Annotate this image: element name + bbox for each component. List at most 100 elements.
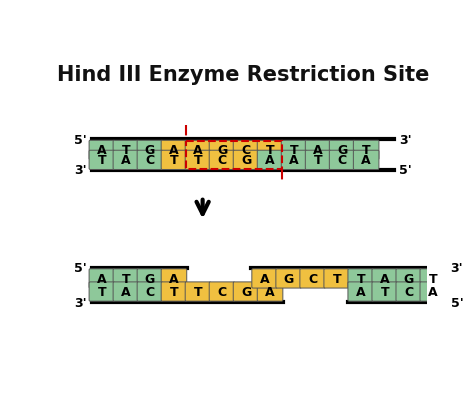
Text: T: T	[381, 285, 389, 298]
FancyBboxPatch shape	[185, 151, 211, 170]
FancyBboxPatch shape	[348, 269, 374, 288]
FancyBboxPatch shape	[396, 269, 421, 288]
Text: T: T	[98, 154, 106, 167]
Text: T: T	[266, 144, 274, 157]
FancyBboxPatch shape	[161, 151, 187, 170]
FancyBboxPatch shape	[329, 141, 355, 160]
Text: G: G	[217, 144, 227, 157]
Text: A: A	[260, 272, 269, 285]
Text: A: A	[97, 144, 107, 157]
FancyBboxPatch shape	[305, 141, 331, 160]
FancyBboxPatch shape	[89, 269, 115, 288]
FancyBboxPatch shape	[300, 269, 326, 288]
FancyBboxPatch shape	[185, 141, 211, 160]
FancyBboxPatch shape	[396, 282, 421, 301]
Text: G: G	[241, 285, 251, 298]
FancyBboxPatch shape	[113, 151, 139, 170]
FancyBboxPatch shape	[161, 282, 187, 301]
FancyBboxPatch shape	[281, 141, 307, 160]
Text: C: C	[218, 285, 227, 298]
FancyBboxPatch shape	[89, 282, 115, 301]
Text: G: G	[145, 272, 155, 285]
FancyBboxPatch shape	[209, 141, 235, 160]
FancyBboxPatch shape	[137, 269, 163, 288]
Text: 5': 5'	[399, 164, 411, 177]
Text: G: G	[145, 144, 155, 157]
FancyBboxPatch shape	[305, 151, 331, 170]
FancyBboxPatch shape	[372, 269, 398, 288]
Text: T: T	[98, 285, 106, 298]
Text: A: A	[265, 154, 275, 167]
Text: T: T	[332, 272, 341, 285]
Text: T: T	[122, 272, 130, 285]
FancyBboxPatch shape	[353, 141, 379, 160]
Text: A: A	[265, 285, 275, 298]
Text: A: A	[428, 285, 438, 298]
Text: 3': 3'	[74, 164, 87, 177]
Text: 5': 5'	[451, 296, 464, 309]
Text: C: C	[146, 154, 155, 167]
FancyBboxPatch shape	[113, 282, 139, 301]
Text: 3': 3'	[74, 296, 87, 309]
Text: T: T	[122, 144, 130, 157]
Text: A: A	[356, 285, 365, 298]
FancyBboxPatch shape	[257, 151, 283, 170]
Text: A: A	[361, 154, 371, 167]
Text: T: T	[170, 154, 178, 167]
FancyBboxPatch shape	[420, 282, 446, 301]
Text: G: G	[241, 154, 251, 167]
Text: A: A	[313, 144, 323, 157]
FancyBboxPatch shape	[276, 269, 301, 288]
FancyBboxPatch shape	[113, 141, 139, 160]
Text: T: T	[314, 154, 322, 167]
Text: G: G	[404, 272, 414, 285]
Text: T: T	[362, 144, 371, 157]
FancyBboxPatch shape	[137, 282, 163, 301]
FancyBboxPatch shape	[348, 282, 374, 301]
Text: A: A	[169, 144, 179, 157]
FancyBboxPatch shape	[233, 141, 259, 160]
FancyBboxPatch shape	[113, 269, 139, 288]
FancyBboxPatch shape	[353, 151, 379, 170]
Text: A: A	[121, 154, 131, 167]
FancyBboxPatch shape	[252, 269, 277, 288]
FancyBboxPatch shape	[281, 151, 307, 170]
Text: A: A	[193, 144, 203, 157]
Text: A: A	[289, 154, 299, 167]
Text: A: A	[380, 272, 390, 285]
Text: C: C	[308, 272, 317, 285]
Text: G: G	[337, 144, 347, 157]
FancyBboxPatch shape	[209, 151, 235, 170]
FancyBboxPatch shape	[257, 282, 283, 301]
Text: T: T	[290, 144, 299, 157]
Text: 5': 5'	[74, 261, 87, 274]
Text: C: C	[218, 154, 227, 167]
FancyBboxPatch shape	[185, 282, 211, 301]
Text: 3': 3'	[451, 261, 463, 274]
Text: C: C	[337, 154, 346, 167]
Text: G: G	[283, 272, 294, 285]
Text: A: A	[121, 285, 131, 298]
Text: T: T	[194, 285, 202, 298]
Text: C: C	[146, 285, 155, 298]
Text: 5': 5'	[74, 133, 87, 146]
FancyBboxPatch shape	[209, 282, 235, 301]
FancyBboxPatch shape	[161, 141, 187, 160]
Text: A: A	[169, 272, 179, 285]
Text: C: C	[404, 285, 413, 298]
FancyBboxPatch shape	[420, 269, 446, 288]
FancyBboxPatch shape	[137, 141, 163, 160]
Text: T: T	[194, 154, 202, 167]
FancyBboxPatch shape	[89, 151, 115, 170]
Text: Hind III Enzyme Restriction Site: Hind III Enzyme Restriction Site	[57, 65, 429, 84]
FancyBboxPatch shape	[233, 282, 259, 301]
Text: T: T	[356, 272, 365, 285]
FancyBboxPatch shape	[324, 269, 349, 288]
FancyBboxPatch shape	[161, 269, 187, 288]
FancyBboxPatch shape	[137, 151, 163, 170]
Text: 3': 3'	[399, 133, 411, 146]
Text: A: A	[97, 272, 107, 285]
FancyBboxPatch shape	[329, 151, 355, 170]
Text: T: T	[428, 272, 437, 285]
Text: T: T	[170, 285, 178, 298]
